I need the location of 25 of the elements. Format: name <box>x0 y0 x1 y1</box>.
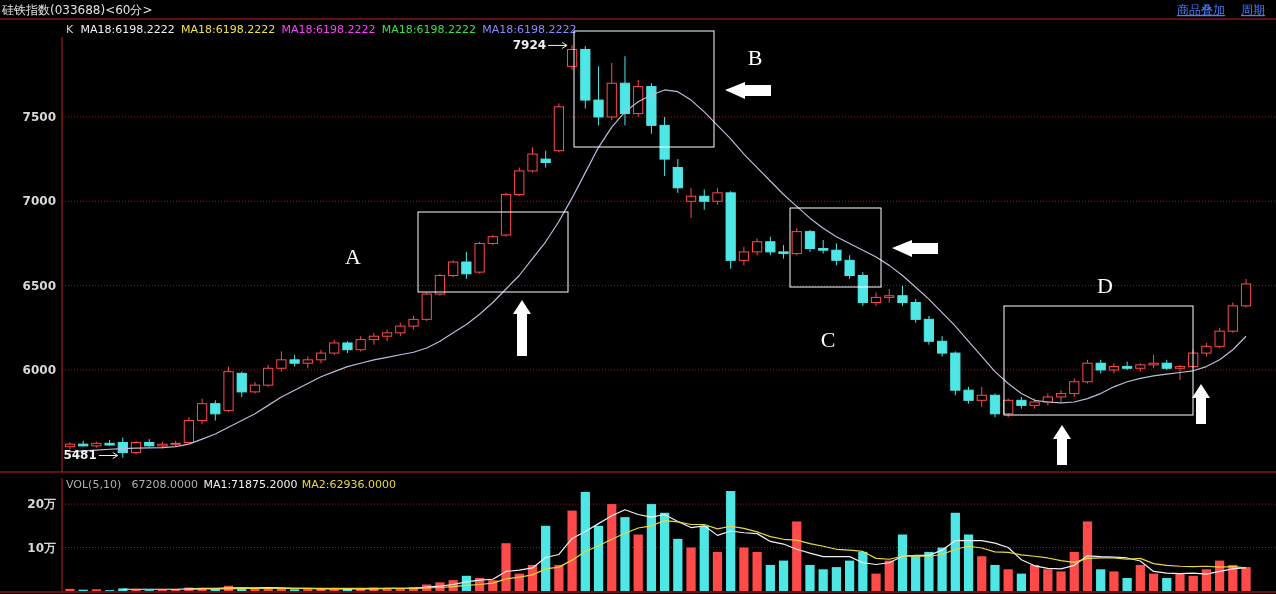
text: MA18:6198.2222 <box>381 23 477 36</box>
annotation: VOL(5,10) <box>66 478 122 491</box>
text: MA18:6198.2222 <box>281 23 376 36</box>
text: MA2:62936.0000 <box>301 478 397 491</box>
annotation: 5481 <box>63 448 97 463</box>
text: 周期 <box>1241 3 1265 17</box>
annotation: 7924 <box>512 38 547 53</box>
annotation: D <box>1097 273 1113 298</box>
text: MA18:6198.2222 <box>80 23 175 36</box>
annotation: A <box>345 244 362 269</box>
text: MA1:71875.2000 <box>203 478 298 491</box>
chart-title: 硅铁指数(033688)<60分> <box>1 3 153 17</box>
annotation: 67208.0000 <box>131 478 198 491</box>
y-tick-label: 6000 <box>22 363 56 378</box>
y-tick-label: 6500 <box>22 278 56 293</box>
y-tick-label: 7500 <box>22 110 56 125</box>
text: K <box>66 23 74 36</box>
y-tick-label: 20万 <box>27 497 56 512</box>
text: MA18:6198.2222 <box>181 23 276 36</box>
text: 商品叠加 <box>1177 3 1225 17</box>
y-tick-label: 10万 <box>27 540 56 555</box>
annotation: C <box>820 327 836 352</box>
annotation: B <box>747 45 763 70</box>
y-tick-label: 7000 <box>22 194 56 209</box>
text: MA18:6198.2222 <box>482 23 577 36</box>
